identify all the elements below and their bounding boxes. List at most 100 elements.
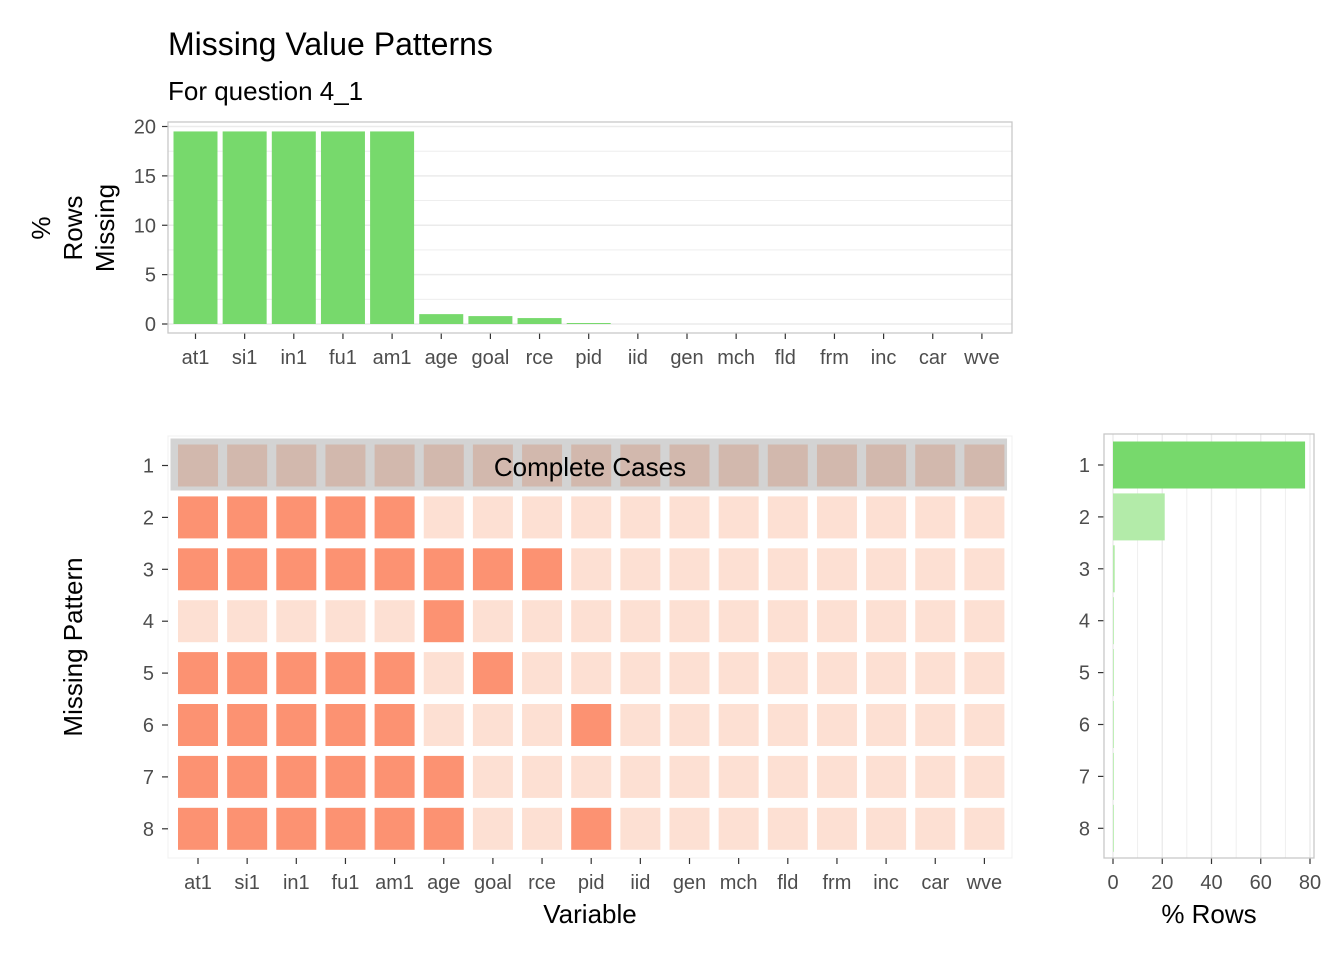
heatmap-cell: [325, 755, 366, 798]
heatmap-cell: [374, 600, 415, 643]
heatmap-x-tick-label: rce: [528, 872, 556, 894]
top-y-axis-title-line: %: [26, 216, 56, 239]
heatmap-y-tick-label: 6: [143, 715, 154, 737]
heatmap-cell: [718, 704, 759, 746]
heatmap-cell: [964, 755, 1005, 798]
heatmap-cell: [276, 807, 317, 850]
heatmap-cell: [178, 704, 218, 746]
heatmap-cell: [178, 496, 218, 539]
heatmap-cell: [915, 807, 956, 850]
heatmap-cell: [964, 652, 1005, 695]
heatmap-cell: [718, 807, 759, 850]
heatmap-cell: [915, 444, 956, 487]
pattern-rows-bar-chart: 0 20 40 60 80 1 2 3 4 5 6 7 8 % Rows: [1079, 433, 1321, 929]
heatmap-cell: [178, 755, 218, 798]
heatmap-cell: [325, 548, 366, 591]
heatmap-x-tick-label: inc: [873, 872, 899, 894]
heatmap-cell: [522, 652, 563, 695]
heatmap-y-tick-label: 8: [143, 819, 154, 841]
heatmap-y-tick-label: 1: [143, 456, 154, 478]
heatmap-cell: [374, 444, 415, 487]
heatmap-cell: [472, 548, 513, 591]
rows-y-tick-label: 5: [1079, 663, 1090, 685]
heatmap-y-tick-label: 5: [143, 663, 154, 685]
top-x-tick-label: mch: [717, 347, 755, 369]
rows-y-tick-label: 6: [1079, 715, 1090, 737]
heatmap-y-axis-title: Missing Pattern: [58, 557, 88, 736]
heatmap-x-tick-label: goal: [474, 872, 512, 894]
rows-bar-6: [1113, 701, 1114, 748]
heatmap-cell: [816, 496, 857, 539]
heatmap-cell: [718, 652, 759, 695]
rows-x-tick-label: 0: [1107, 872, 1118, 894]
heatmap-cell: [276, 496, 317, 539]
heatmap-cell: [325, 444, 366, 487]
heatmap-cell: [915, 755, 956, 798]
rows-y-tick-label: 3: [1079, 559, 1090, 581]
top-panel-border: [167, 121, 1013, 334]
heatmap-x-axis-title: Variable: [543, 899, 636, 929]
top-x-tick-label: car: [919, 347, 947, 369]
heatmap-cell: [522, 807, 563, 850]
heatmap-cell: [178, 444, 218, 487]
heatmap-cell: [325, 704, 366, 746]
heatmap-cell: [325, 807, 366, 850]
heatmap-cell: [276, 444, 317, 487]
heatmap-cell: [964, 704, 1005, 746]
top-bar-am1: [370, 131, 415, 324]
heatmap-y-tick-label: 3: [143, 559, 154, 581]
rows-y-tick-label: 8: [1079, 818, 1090, 840]
heatmap-cell: [571, 652, 612, 695]
rows-bar-8: [1113, 804, 1114, 852]
heatmap-cell: [571, 444, 612, 487]
heatmap-cell: [915, 600, 956, 643]
heatmap-x-tick-label: wve: [966, 872, 1003, 894]
heatmap-cell: [620, 600, 661, 643]
heatmap-cell: [816, 807, 857, 850]
rows-y-tick-label: 7: [1079, 766, 1090, 788]
rows-bar-5: [1113, 649, 1114, 697]
heatmap-cell: [227, 496, 268, 539]
heatmap-cell: [620, 444, 661, 487]
heatmap-cell: [522, 704, 563, 746]
heatmap-cell: [915, 496, 956, 539]
heatmap-cell: [472, 600, 513, 643]
heatmap-cell: [816, 600, 857, 643]
heatmap-y-tick-label: 2: [143, 507, 154, 529]
heatmap-cell: [816, 444, 857, 487]
heatmap-cell: [718, 496, 759, 539]
heatmap-cell: [227, 600, 268, 643]
heatmap-cell: [522, 548, 563, 591]
rows-panel-border: [1103, 433, 1315, 859]
heatmap-x-tick-label: at1: [184, 872, 212, 894]
rows-y-tick-label: 2: [1079, 507, 1090, 529]
heatmap-cell: [718, 600, 759, 643]
rows-x-tick-label: 20: [1151, 872, 1173, 894]
heatmap-cell: [866, 444, 907, 487]
heatmap-cell: [423, 807, 464, 850]
heatmap-cell: [767, 807, 808, 850]
top-bar-pid: [566, 323, 611, 324]
heatmap-cell: [472, 807, 513, 850]
heatmap-cell: [669, 444, 710, 487]
heatmap-cell: [964, 807, 1005, 850]
heatmap-y-tick-label: 7: [143, 767, 154, 789]
heatmap-x-tick-label: frm: [823, 872, 852, 894]
heatmap-cell: [178, 652, 218, 695]
heatmap-cell: [227, 444, 268, 487]
top-y-tick-label: 20: [134, 117, 156, 139]
heatmap-cell: [522, 755, 563, 798]
heatmap-cell: [423, 652, 464, 695]
heatmap-cell: [423, 600, 464, 643]
heatmap-cell: [915, 548, 956, 591]
top-x-tick-label: goal: [471, 347, 509, 369]
heatmap-cell: [472, 755, 513, 798]
heatmap-cell: [620, 652, 661, 695]
heatmap-cell: [767, 600, 808, 643]
heatmap-cell: [767, 548, 808, 591]
rows-x-tick-label: 40: [1200, 872, 1222, 894]
rows-y-tick-label: 4: [1079, 611, 1090, 633]
top-y-tick-label: 15: [134, 166, 156, 188]
heatmap-x-tick-label: fu1: [332, 872, 360, 894]
heatmap-cell: [620, 704, 661, 746]
